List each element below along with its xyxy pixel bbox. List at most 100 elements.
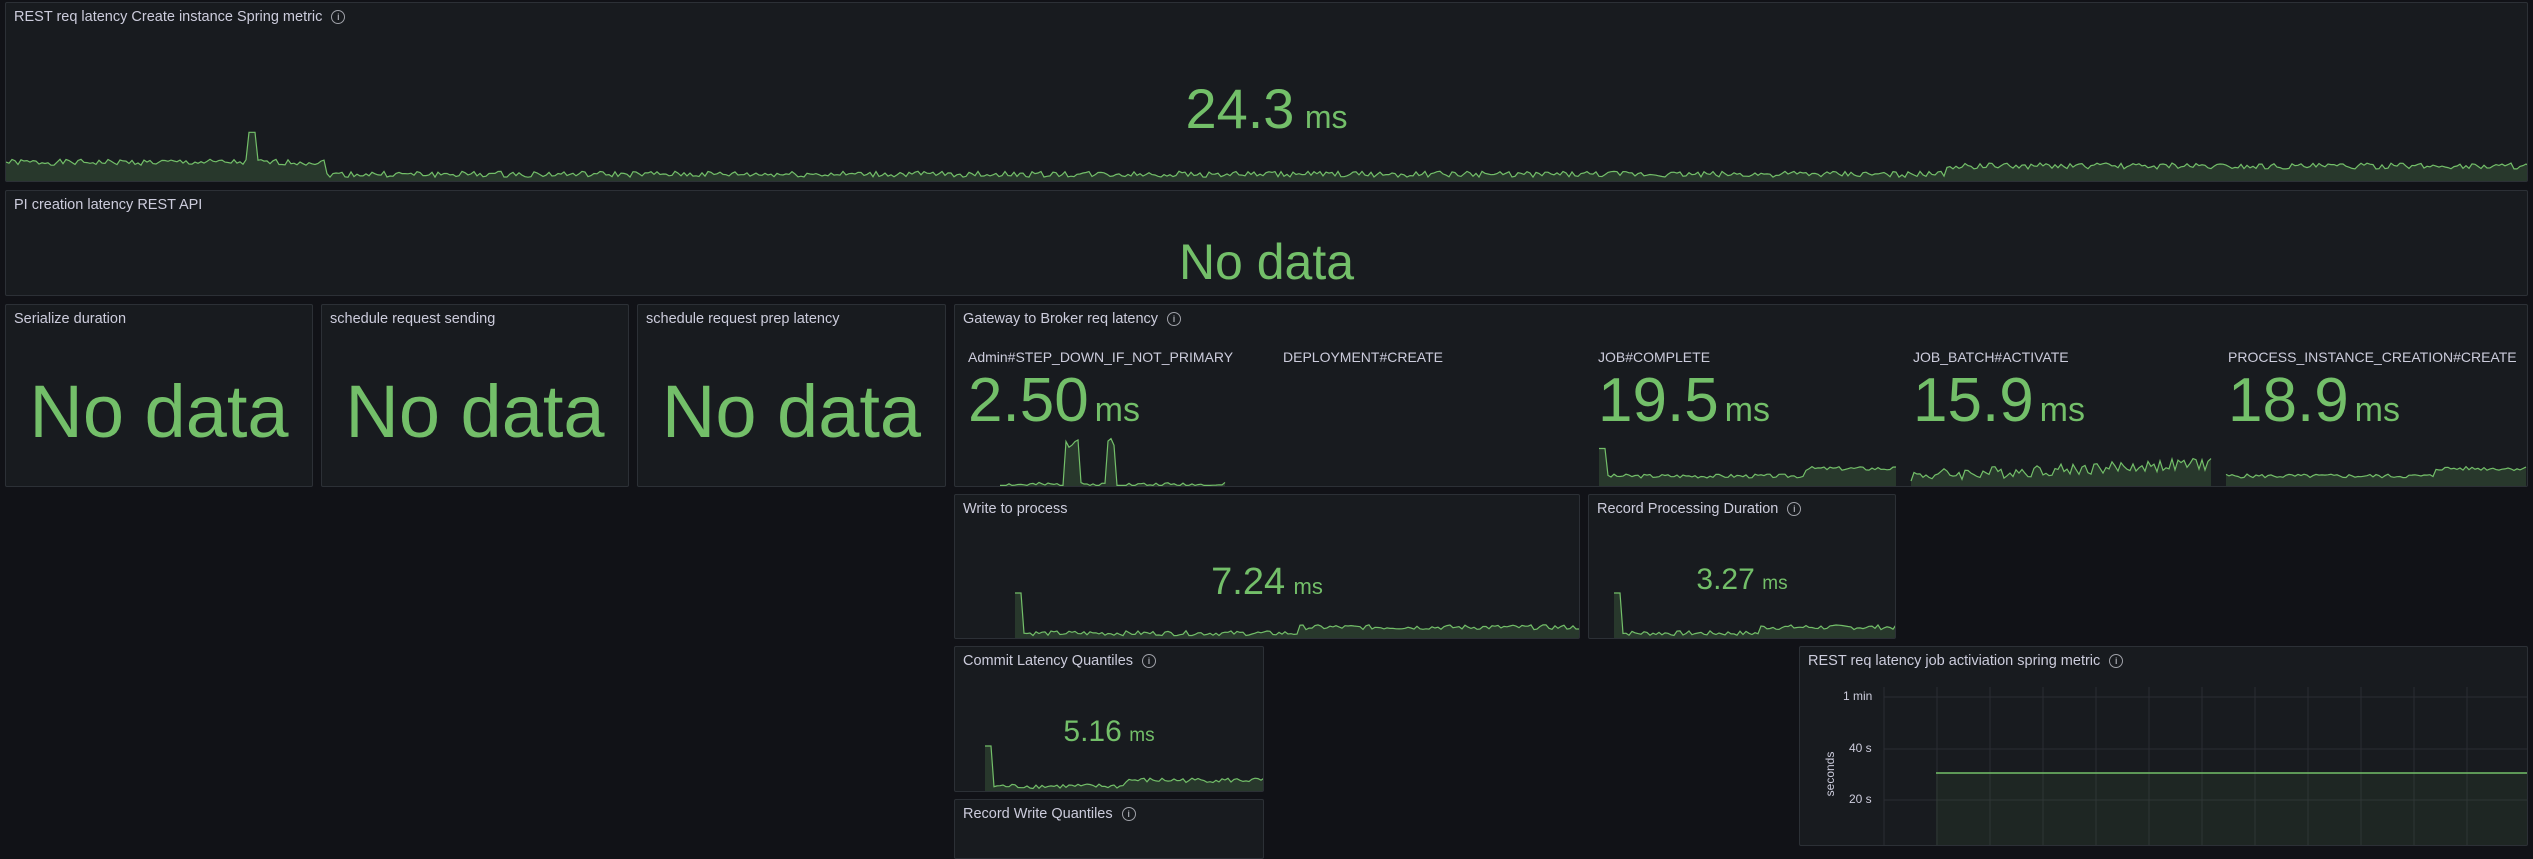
sparkline-line [1614,592,1895,637]
sparkline-line [1015,592,1579,637]
gateway-item-value: 18.9 ms [2228,365,2400,436]
gateway-item-label: PROCESS_INSTANCE_CREATION#CREATE [2228,349,2517,365]
gateway-item: PROCESS_INSTANCE_CREATION#CREATE 18.9 ms [2228,347,2527,436]
gateway-item-label: JOB_BATCH#ACTIVATE [1913,349,2069,365]
sparkline-line [1599,447,1897,479]
panel-title: Record Processing Duration i [1597,501,1802,517]
panel-title-text: Serialize duration [14,311,127,327]
panel-schedule-request-sending[interactable]: schedule request sending No data [321,304,629,487]
gateway-sparkline-job-batch [1910,456,2212,486]
panel-title-text: schedule request prep latency [646,311,840,327]
gateway-sparkline-admin [1000,437,1226,486]
gateway-item-unit: ms [1094,391,1140,429]
sparkline-area [1000,438,1225,486]
info-icon[interactable]: i [331,10,346,24]
panel-rest-create-instance[interactable]: REST req latency Create instance Spring … [5,2,2528,182]
panel-rest-job-activation[interactable]: REST req latency job activiation spring … [1799,646,2528,846]
panel-write-to-process[interactable]: Write to process 7.24 ms [954,494,1580,639]
panel-title: schedule request sending [330,311,495,327]
gateway-sparkline-job-complete [1599,447,1897,486]
sparkline-area [2226,466,2526,486]
gateway-item-number: 19.5 [1598,366,1719,435]
panel-title-text: Record Write Quantiles [963,806,1113,822]
stat-unit: ms [1304,99,1348,135]
stat-value: 3.27 ms [1589,563,1895,597]
panel-title: Commit Latency Quantiles i [963,653,1157,669]
panel-title-text: Commit Latency Quantiles [963,653,1134,669]
panel-pi-creation-latency[interactable]: PI creation latency REST API No data [5,190,2528,296]
panel-schedule-request-prep[interactable]: schedule request prep latency No data [637,304,946,487]
sparkline-area [1599,448,1896,486]
panel-gateway-broker-latency[interactable]: Gateway to Broker req latency i Admin#ST… [954,304,2528,487]
sparkline-line [2225,465,2527,479]
panel-title-text: Record Processing Duration [1597,501,1779,517]
panel-title-text: Gateway to Broker req latency [963,311,1159,327]
panel-title: PI creation latency REST API [14,197,202,213]
gateway-sparkline-pi-creation [2225,465,2527,486]
info-icon[interactable]: i [1142,654,1157,668]
no-data-text: No data [1178,234,1355,290]
sparkline [1015,592,1579,638]
panel-title: Gateway to Broker req latency i [963,311,1182,327]
gateway-item-value: 15.9 ms [1913,365,2085,436]
panel-commit-latency-quantiles[interactable]: Commit Latency Quantiles i 5.16 ms [954,646,1264,792]
sparkline-area [1911,458,2211,486]
sparkline-area [985,746,1263,791]
no-data-text: No data [345,370,605,453]
stat-unit: ms [1129,725,1155,746]
sparkline-line [985,745,1263,790]
stat-unit: ms [1293,574,1323,599]
panel-title-text: REST req latency Create instance Spring … [14,9,323,25]
gateway-item: JOB_BATCH#ACTIVATE 15.9 ms [1913,347,2213,436]
gateway-item-label: Admin#STEP_DOWN_IF_NOT_PRIMARY [968,349,1234,365]
gateway-item: JOB#COMPLETE 19.5 ms [1598,347,1898,436]
panel-serialize-duration[interactable]: Serialize duration No data [5,304,313,487]
panel-record-write-quantiles[interactable]: Record Write Quantiles i [954,799,1264,859]
info-icon[interactable]: i [2109,654,2124,668]
panel-record-processing-duration[interactable]: Record Processing Duration i 3.27 ms [1588,494,1896,639]
series-area [1936,773,2527,845]
stat-unit: ms [1762,573,1788,594]
info-icon[interactable]: i [1787,502,1802,516]
info-icon[interactable]: i [1121,807,1136,821]
sparkline [985,745,1263,791]
panel-title-text: PI creation latency REST API [14,197,203,213]
stat-number: 5.16 [1063,715,1122,748]
panel-title-text: Write to process [963,501,1068,517]
panel-title-text: REST req latency job activiation spring … [1808,653,2101,669]
panel-title: Record Write Quantiles i [963,806,1136,822]
panel-title: schedule request prep latency [646,311,839,327]
no-data-text: No data [29,370,289,453]
time-series-graph [1883,687,2527,845]
stat-value: 5.16 ms [955,715,1263,749]
panel-title: REST req latency job activiation spring … [1808,653,2124,669]
stat-value: 24.3 ms [6,76,2527,141]
gateway-item: DEPLOYMENT#CREATE [1283,347,1583,434]
sparkline [1614,592,1895,638]
gateway-item: Admin#STEP_DOWN_IF_NOT_PRIMARY 2.50 ms [968,347,1268,435]
sparkline-area [6,132,2527,181]
panel-title-text: schedule request sending [330,311,496,327]
y-tick-label: 20 s [1849,792,1872,806]
panel-title: Serialize duration [14,311,126,327]
stat-number: 3.27 [1696,563,1755,596]
gateway-item-number: 18.9 [2228,366,2349,435]
gateway-item-label: JOB#COMPLETE [1598,349,1711,365]
no-data-text: No data [661,370,922,453]
gateway-item-number: 15.9 [1913,366,2034,435]
y-tick-label: 1 min [1843,689,1873,703]
y-tick-label: 40 s [1849,741,1872,755]
sparkline-line [6,131,2527,179]
stat-number: 7.24 [1211,561,1286,603]
info-icon[interactable]: i [1167,312,1182,326]
panel-title: REST req latency Create instance Spring … [14,9,346,25]
gateway-item-label: DEPLOYMENT#CREATE [1283,349,1443,365]
stat-number: 24.3 [1185,77,1295,140]
sparkline-line [1000,437,1226,486]
gateway-item-number: 2.50 [968,366,1089,435]
sparkline-area [1015,593,1579,638]
gateway-item-value: 19.5 ms [1598,365,1770,436]
gateway-item-unit: ms [1724,391,1770,429]
sparkline [6,131,2527,181]
panel-title: Write to process [963,501,1068,517]
